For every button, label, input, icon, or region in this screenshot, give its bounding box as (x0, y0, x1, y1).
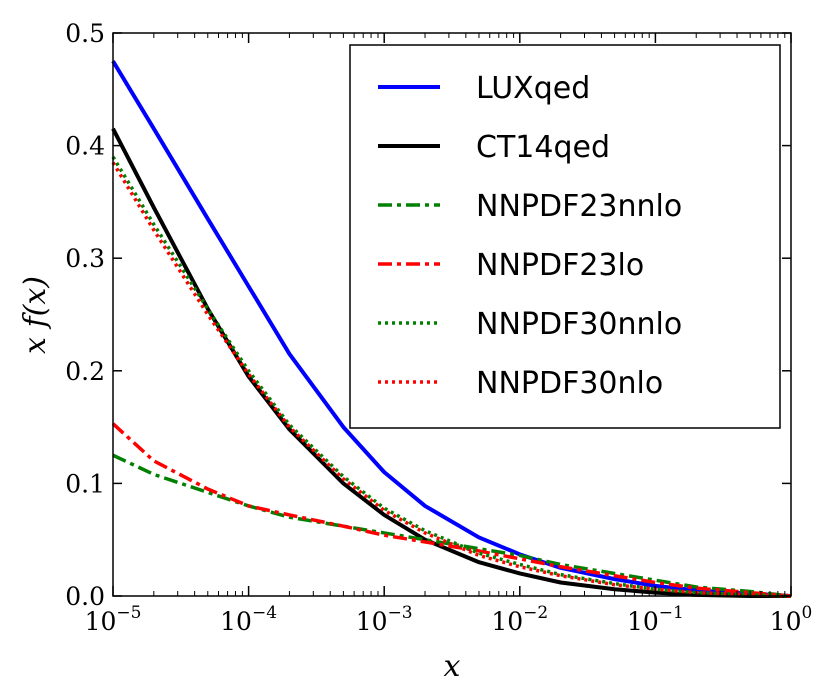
legend-label: NNPDF30nlo (476, 366, 663, 401)
x-tick-label: 100 (770, 603, 813, 636)
legend-label: NNPDF23nnlo (476, 189, 682, 224)
plot-frame (112, 32, 792, 597)
y-tick-label: 0.2 (65, 357, 105, 386)
x-tick-label: 10−2 (491, 603, 548, 636)
series-line-nnpdf23nnlo (112, 453, 792, 598)
legend: LUXqed CT14qed NNPDF23nnlo NNPDF23lo NNPDF30… (349, 44, 781, 429)
legend-label: NNPDF23lo (476, 248, 644, 283)
x-tick-label: 10−1 (627, 603, 684, 636)
series-layer (111, 60, 792, 598)
x-tick-label: 10−4 (220, 603, 277, 636)
y-axis-label: x f(x) (18, 276, 53, 354)
legend-label: LUXqed (476, 71, 590, 106)
y-tick-label: 0.3 (65, 244, 105, 273)
y-tick-label: 0.1 (65, 469, 105, 498)
y-tick-label: 0.0 (65, 582, 105, 611)
y-tick-label: 0.4 (65, 132, 105, 161)
series-line-nnpdf30nlo (111, 161, 792, 598)
ticks-layer: 0.0 0.1 0.2 0.3 0.4 0.5 10−5 10−4 10−3 10−2 10−1 10… (65, 19, 812, 636)
legend-label: CT14qed (476, 130, 610, 165)
legend-box (349, 44, 781, 429)
legend-label: NNPDF30nnlo (476, 307, 682, 342)
x-tick-label: 10−3 (356, 603, 413, 636)
x-axis-label: x (444, 649, 461, 684)
series-line-nnpdf23lo (111, 422, 792, 598)
y-tick-label: 0.5 (65, 19, 105, 48)
series-line-luxqed (111, 60, 792, 598)
x-tick-label: 10−5 (85, 603, 142, 636)
